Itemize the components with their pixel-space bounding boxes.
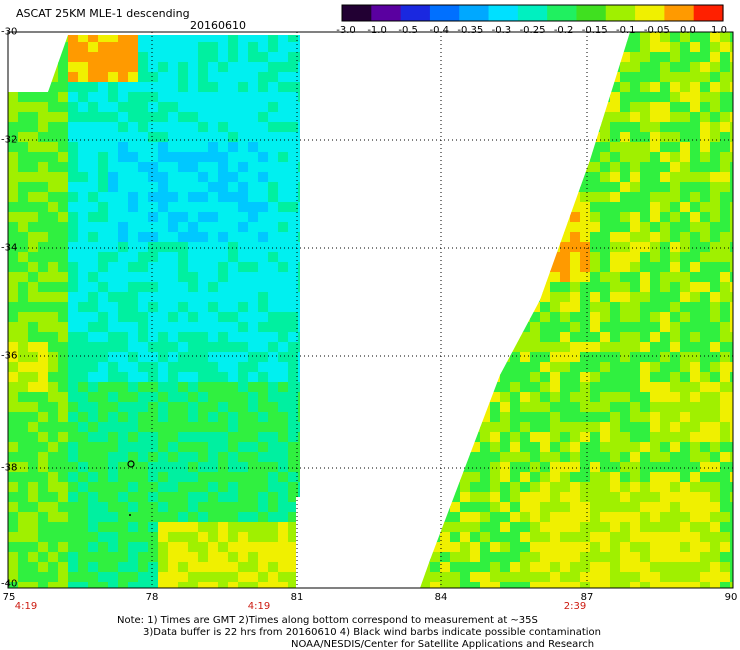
y-label-30: -30 <box>1 26 18 38</box>
x-label-81: 81 <box>290 592 304 603</box>
wind-barb-marker <box>127 460 135 468</box>
time-label-mid: 4:19 <box>247 601 271 612</box>
y-label-36: -36 <box>1 350 18 362</box>
colorbar-tick-label: -0.2 <box>553 25 574 36</box>
colorbar-segment <box>576 5 607 21</box>
colorbar-tick-label: -0.4 <box>429 25 450 36</box>
colorbar-segment <box>605 5 636 21</box>
wind-barb-dot <box>129 514 131 516</box>
colorbar-tick-label: 0.0 <box>679 25 696 36</box>
x-label-78: 78 <box>145 592 159 603</box>
colorbar-tick-label: -0.5 <box>398 25 418 36</box>
left-swath <box>8 35 300 588</box>
colorbar-segment <box>693 5 724 21</box>
map-date: 20160610 <box>190 19 246 32</box>
y-label-32: -32 <box>1 134 18 146</box>
footer-note-1: Note: 1) Times are GMT 2)Times along bot… <box>117 615 538 626</box>
colorbar-tick-label: -0.05 <box>643 25 670 36</box>
colorbar-tick-label: -0.35 <box>457 25 484 36</box>
colorbar-segment <box>488 5 519 21</box>
colorbar-segment <box>547 5 578 21</box>
colorbar-segment <box>459 5 490 21</box>
footer-note-2: 3)Data buffer is 22 hrs from 20160610 4)… <box>143 627 601 638</box>
colorbar-tick-label: -0.3 <box>491 25 512 36</box>
colorbar-segment <box>342 5 372 21</box>
colorbar-tick-label: -0.1 <box>615 25 636 36</box>
y-label-38: -38 <box>1 462 18 474</box>
colorbar-segment <box>429 5 460 21</box>
x-label-90: 90 <box>724 592 738 603</box>
colorbar-segment <box>664 5 695 21</box>
time-label-right: 2:39 <box>563 601 587 612</box>
x-label-87: 87 <box>580 592 594 603</box>
colorbar-segment <box>635 5 665 21</box>
colorbar <box>341 4 724 22</box>
colorbar-segment <box>400 5 431 21</box>
gridlines <box>8 32 733 588</box>
time-label-left: 4:19 <box>14 601 38 612</box>
footer-note-3: NOAA/NESDIS/Center for Satellite Applica… <box>291 639 595 650</box>
right-swath <box>420 32 733 588</box>
y-label-34: -34 <box>1 242 18 254</box>
colorbar-tick-label: 1.0 <box>711 25 727 36</box>
y-label-40: -40 <box>1 578 18 590</box>
colorbar-segment <box>517 5 548 21</box>
colorbar-segment <box>371 5 402 21</box>
colorbar-tick-label: -0.25 <box>519 25 546 36</box>
colorbar-tick-label: -0.15 <box>581 25 608 36</box>
map-frame <box>7 31 734 589</box>
x-label-75: 75 <box>2 592 16 603</box>
x-label-84: 84 <box>434 592 448 603</box>
colorbar-tick-label: -1.0 <box>367 25 387 36</box>
map-title: ASCAT 25KM MLE-1 descending <box>16 7 190 20</box>
colorbar-tick-label: -3.0 <box>336 25 356 36</box>
